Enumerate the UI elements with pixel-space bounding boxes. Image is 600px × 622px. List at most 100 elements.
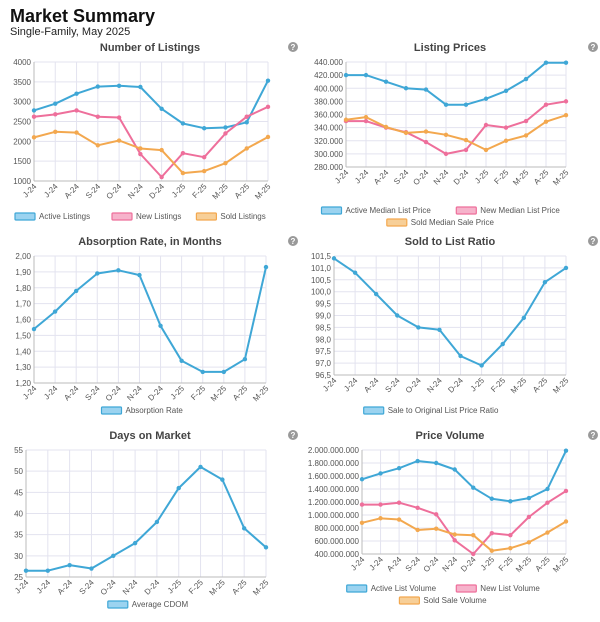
x-tick-label: A-24	[56, 578, 75, 597]
data-point	[241, 526, 247, 531]
series-line-0	[361, 450, 567, 503]
help-icon-glyph: ?	[291, 431, 296, 440]
data-point	[137, 272, 142, 278]
x-tick-label: A-25	[230, 578, 249, 597]
help-icon[interactable]: ?	[288, 42, 298, 52]
x-tick-label: J-25	[170, 182, 188, 200]
chart-absorption-rate: Absorption Rate, in Months? 1,20 1,30 1,40 1…	[0, 228, 300, 428]
data-point	[452, 532, 457, 537]
x-tick-label: S-24	[404, 555, 423, 574]
legend-swatch	[398, 596, 421, 605]
x-tick-label: N-24	[121, 578, 140, 597]
data-point	[53, 112, 58, 117]
x-tick-label: M-25	[551, 168, 571, 188]
x-tick-label: A-24	[385, 555, 404, 574]
data-point	[265, 78, 271, 83]
data-point	[343, 72, 349, 78]
help-icon[interactable]: ?	[288, 430, 298, 440]
series-line-0	[33, 80, 269, 130]
data-point	[138, 151, 143, 157]
help-icon[interactable]: ?	[288, 236, 298, 246]
data-point	[158, 323, 163, 329]
data-point	[378, 516, 383, 521]
data-point	[563, 112, 569, 118]
x-tick-label: N-24	[125, 384, 144, 403]
data-point	[74, 91, 79, 96]
data-point	[180, 170, 186, 176]
x-tick-label: O-24	[99, 578, 118, 597]
help-icon-circle	[588, 42, 598, 52]
data-point	[526, 540, 532, 545]
series-line-1	[346, 100, 567, 155]
data-point	[396, 500, 402, 505]
y-tick-label: 55	[14, 446, 23, 455]
y-tick-label: 101,5	[311, 252, 332, 261]
help-icon[interactable]: ?	[588, 430, 598, 440]
y-tick-label: 800.000.000	[315, 524, 360, 533]
data-point	[223, 160, 228, 166]
data-point	[415, 458, 420, 464]
data-point	[378, 471, 383, 476]
y-tick-label: 98,5	[315, 323, 331, 332]
x-tick-label: S-24	[383, 376, 402, 395]
x-tick-label: D-24	[459, 555, 478, 574]
x-tick-label: J-25	[469, 376, 487, 394]
data-point	[508, 499, 513, 504]
y-tick-label: 40	[14, 510, 23, 519]
legend-label: Sold Median Sale Price	[411, 218, 495, 227]
data-point	[503, 138, 509, 143]
data-point	[423, 139, 429, 145]
x-tick-label: N-24	[126, 182, 145, 201]
page-title: Market Summary	[10, 6, 156, 26]
y-tick-label: 1,90	[15, 268, 31, 277]
legend-swatch	[386, 218, 408, 227]
x-tick-label: M-25	[551, 555, 571, 575]
data-point	[265, 134, 271, 140]
data-point	[95, 143, 101, 148]
y-tick-label: 1,60	[15, 316, 31, 325]
data-point	[500, 341, 505, 347]
x-tick-label: D-24	[147, 182, 166, 201]
chart-svg-ratio: Sold to List Ratio ? 96,5 97,0 97,5 98,0 98,5 9…	[311, 236, 598, 415]
data-point	[526, 495, 532, 501]
data-point	[458, 353, 463, 359]
y-tick-label: 1.200.000.000	[308, 498, 360, 507]
legend-swatch	[346, 584, 368, 593]
data-point	[503, 88, 509, 94]
data-point	[31, 135, 37, 140]
help-icon[interactable]: ?	[588, 42, 598, 52]
data-point	[67, 562, 72, 568]
help-icon-circle	[288, 430, 298, 440]
data-point	[95, 271, 100, 276]
data-point	[489, 531, 495, 536]
data-point	[373, 291, 379, 297]
x-tick-label: F-25	[497, 555, 515, 573]
data-point	[116, 268, 121, 273]
chart-sold-to-list-ratio: Sold to List Ratio? 96,5 97,0 97,5 98,0 98,5 9…	[300, 228, 600, 428]
legend-label: Absorption Rate	[126, 406, 184, 415]
chart-days-on-market: Days on Market? 25 30 35 40 45 50 55 J-24 J-24 A-2…	[0, 422, 300, 622]
x-tick-label: N-24	[425, 376, 444, 395]
chart-title: Number of Listings	[100, 42, 200, 54]
help-icon[interactable]: ?	[588, 236, 598, 246]
data-point	[489, 496, 495, 501]
data-point	[523, 118, 529, 124]
x-tick-label: J-25	[166, 578, 184, 596]
x-tick-label: S-24	[84, 182, 103, 201]
y-tick-label: 400.000	[314, 84, 343, 93]
data-point	[132, 540, 138, 546]
chart-title: Days on Market	[109, 430, 191, 442]
x-tick-label: A-25	[534, 555, 553, 574]
data-point	[45, 568, 51, 573]
data-point	[383, 79, 389, 84]
data-point	[244, 120, 249, 125]
y-tick-label: 1,70	[15, 300, 31, 309]
chart-number-of-listings: Number of Listings? 1000 1500 2000 2500 3000 3…	[0, 34, 300, 234]
y-tick-label: 280.000	[314, 163, 343, 172]
x-tick-label: D-24	[452, 168, 471, 187]
data-point	[383, 124, 389, 130]
chart-title: Absorption Rate, in Months	[78, 236, 222, 248]
data-point	[463, 102, 469, 107]
data-point	[116, 138, 122, 143]
